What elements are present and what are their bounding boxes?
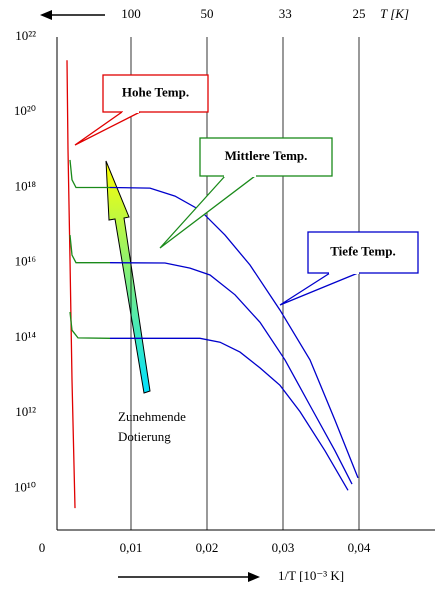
x-tick-label: 0,02 xyxy=(196,540,219,555)
y-tick-label: 10²² xyxy=(15,28,36,43)
callout-pointer xyxy=(279,272,359,306)
series-line xyxy=(69,235,110,264)
y-tick-label: 10¹⁴ xyxy=(15,329,37,344)
callout-label: Hohe Temp. xyxy=(122,84,189,99)
y-tick-label: 10¹⁰ xyxy=(14,479,36,494)
callout-box xyxy=(102,74,209,113)
series-line xyxy=(69,311,111,339)
callout-box xyxy=(307,231,419,274)
top-tick-label: 100 xyxy=(121,6,141,21)
y-tick-label: 10¹⁸ xyxy=(15,178,37,193)
callout-pointer xyxy=(159,175,256,249)
y-tick-label: 10²⁰ xyxy=(14,103,36,118)
top-tick-label: 33 xyxy=(279,6,292,21)
series-line xyxy=(109,262,353,485)
y-tick-label: 10¹² xyxy=(15,404,36,419)
annotation: Dotierung xyxy=(118,429,171,444)
top-tick-label: 50 xyxy=(201,6,214,21)
callout-box xyxy=(199,137,333,177)
top-tick-label: 25 xyxy=(353,6,366,21)
x-tick-label: 0 xyxy=(39,540,46,555)
top-axis-label: T [K] xyxy=(380,6,409,21)
callout-label: Mittlere Temp. xyxy=(225,148,308,163)
y-tick-label: 10¹⁶ xyxy=(15,254,36,269)
x-tick-label: 0,04 xyxy=(348,540,371,555)
series-line xyxy=(110,337,349,491)
series-line xyxy=(69,159,110,189)
series-line xyxy=(109,186,359,479)
annotation: Zunehmende xyxy=(118,409,186,424)
callout-label: Tiefe Temp. xyxy=(330,243,396,258)
x-tick-label: 0,01 xyxy=(120,540,143,555)
top-arrow-head xyxy=(40,10,52,20)
callout-pointer xyxy=(74,111,141,146)
x-axis-label: 1/T [10⁻³ K] xyxy=(278,568,344,583)
bottom-arrow-head xyxy=(248,572,260,582)
doping-arrow xyxy=(105,160,151,394)
x-tick-label: 0,03 xyxy=(272,540,295,555)
series-line xyxy=(66,60,76,509)
